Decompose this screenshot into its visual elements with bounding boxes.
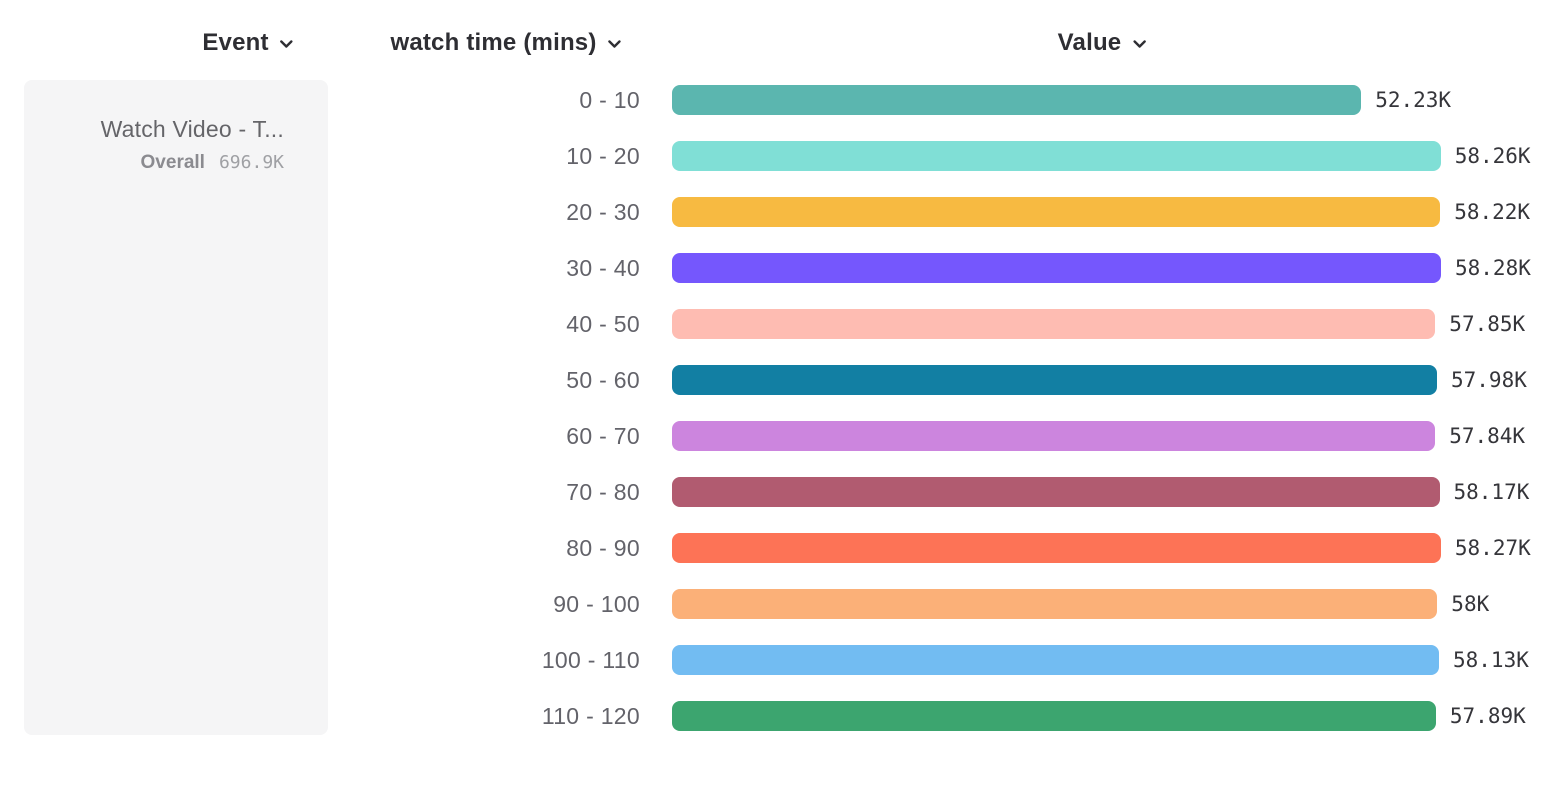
chart-row: 90 - 100 58K	[0, 576, 1568, 632]
value-label: 57.89K	[1449, 704, 1526, 728]
bar-segment[interactable]	[672, 253, 1441, 283]
bar-segment[interactable]	[672, 477, 1440, 507]
bar-segment[interactable]	[672, 589, 1438, 619]
value-label: 58.27K	[1454, 536, 1531, 560]
category-label: 110 - 120	[541, 702, 640, 729]
value-column-header[interactable]: Value	[1058, 28, 1147, 58]
bar-segment[interactable]	[672, 197, 1441, 227]
value-label: 57.98K	[1451, 368, 1527, 392]
value-label: 58.17K	[1453, 480, 1530, 504]
chart-row: 20 - 30 58.22K	[0, 184, 1568, 240]
value-label: 58.22K	[1454, 200, 1531, 224]
bar-segment[interactable]	[672, 701, 1436, 731]
category-label: 0 - 10	[579, 86, 640, 113]
event-overall-row: Overall 696.9K	[44, 152, 284, 174]
chevron-down-icon	[608, 40, 621, 48]
bar-segment[interactable]	[672, 421, 1436, 451]
category-label: 60 - 70	[566, 422, 640, 449]
value-label: 58K	[1451, 592, 1490, 616]
chart-row: 80 - 90 58.27K	[0, 520, 1568, 576]
chevron-down-icon	[280, 40, 293, 48]
value-label: 57.84K	[1449, 424, 1526, 448]
chart-row: 10 - 20 58.26K	[0, 128, 1568, 184]
category-label: 30 - 40	[566, 254, 640, 281]
bar-chart: 0 - 10 52.23K 10 - 20 58.26K 20 - 30 58.22K 30…	[0, 72, 1568, 744]
chart-row: 70 - 80 58.17K	[0, 464, 1568, 520]
overall-label: Overall	[140, 152, 205, 173]
bar-segment[interactable]	[672, 85, 1362, 115]
value-label: 58.13K	[1453, 648, 1529, 672]
chart-row: 40 - 50 57.85K	[0, 296, 1568, 352]
chart-row: 60 - 70 57.84K	[0, 408, 1568, 464]
event-column-header[interactable]: Event	[202, 28, 293, 58]
overall-value: 696.9K	[218, 152, 284, 173]
event-column-label: Event	[202, 29, 269, 56]
event-card[interactable]: Watch Video - T... Overall 696.9K	[24, 80, 328, 735]
chart-row: 100 - 110 58.13K	[0, 632, 1568, 688]
chart-row: 50 - 60 57.98K	[0, 352, 1568, 408]
breakdown-column-header[interactable]: watch time (mins)	[390, 28, 621, 58]
category-label: 70 - 80	[566, 478, 640, 505]
category-label: 50 - 60	[566, 366, 640, 393]
bar-segment[interactable]	[672, 645, 1439, 675]
event-title: Watch Video - T...	[100, 116, 284, 142]
value-label: 57.85K	[1449, 312, 1526, 336]
chevron-down-icon	[1133, 40, 1146, 48]
category-label: 80 - 90	[566, 534, 640, 561]
chart-row: 0 - 10 52.23K	[0, 72, 1568, 128]
breakdown-column-label: watch time (mins)	[390, 29, 597, 56]
bar-segment[interactable]	[672, 533, 1441, 563]
bar-segment[interactable]	[672, 141, 1441, 171]
bar-segment[interactable]	[672, 309, 1436, 339]
value-label: 52.23K	[1375, 88, 1452, 112]
value-label: 58.26K	[1454, 144, 1531, 168]
bar-segment[interactable]	[672, 365, 1437, 395]
category-label: 20 - 30	[566, 198, 640, 225]
category-label: 100 - 110	[541, 646, 640, 673]
chart-row: 30 - 40 58.28K	[0, 240, 1568, 296]
category-label: 90 - 100	[553, 590, 640, 617]
chart-row: 110 - 120 57.89K	[0, 688, 1568, 744]
value-label: 58.28K	[1455, 256, 1531, 280]
category-label: 40 - 50	[566, 310, 640, 337]
value-column-label: Value	[1057, 29, 1122, 56]
category-label: 10 - 20	[566, 142, 640, 169]
